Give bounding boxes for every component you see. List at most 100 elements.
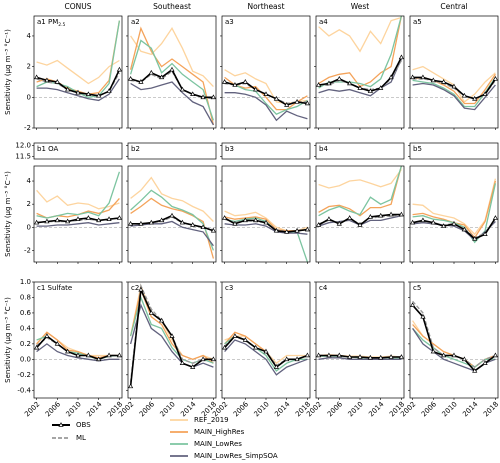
panel-frame <box>221 165 311 263</box>
series-line <box>224 92 308 122</box>
panel-lines <box>222 69 310 122</box>
panel-lines <box>34 20 122 102</box>
series-line <box>412 178 497 236</box>
obs-marker <box>222 215 228 220</box>
panel-label: a5 <box>413 18 422 26</box>
obs-marker <box>388 354 394 359</box>
series-line <box>318 58 402 97</box>
y-tick-label: 0 <box>27 93 31 101</box>
x-tick-label: 2002 <box>23 400 41 418</box>
obs-marker <box>316 222 322 227</box>
obs-marker <box>85 215 91 220</box>
obs-marker <box>159 317 165 323</box>
series-line <box>130 27 214 88</box>
obs-marker <box>253 86 259 92</box>
y-tick-label: 0.6 <box>20 309 32 317</box>
series-line <box>130 189 215 251</box>
obs-marker <box>410 219 416 225</box>
obs-marker <box>34 344 40 350</box>
obs-marker <box>472 235 478 241</box>
column-header: CONUS <box>64 2 91 11</box>
series-line <box>36 20 121 95</box>
panel-label: b3 <box>225 145 234 153</box>
column-header: Northeast <box>247 2 284 11</box>
obs-marker <box>347 354 353 359</box>
panel-lines <box>410 65 498 111</box>
obs-marker <box>482 360 488 365</box>
obs-marker <box>336 352 342 358</box>
series-line <box>130 81 214 126</box>
obs-marker <box>54 340 60 346</box>
x-tick-label: 2006 <box>232 400 251 419</box>
x-tick-label: 2010 <box>65 400 83 418</box>
obs-marker <box>190 222 196 227</box>
obs-marker <box>54 79 60 84</box>
obs-marker <box>128 220 134 226</box>
obs-marker <box>316 352 322 358</box>
x-tick-label: 2014 <box>461 400 480 419</box>
series-line <box>129 26 215 126</box>
obs-marker <box>441 79 447 84</box>
obs-marker <box>65 218 71 224</box>
series-line <box>36 171 121 219</box>
obs-marker <box>367 213 373 219</box>
series-line <box>412 327 496 368</box>
obs-marker <box>106 216 112 221</box>
x-tick-label: 2010 <box>253 400 271 418</box>
obs-marker <box>232 220 238 226</box>
x-tick-label: 2010 <box>159 400 177 418</box>
column-header: Southeast <box>153 2 191 11</box>
obs-marker <box>378 85 384 90</box>
panel-frame <box>33 281 123 399</box>
panel-label-sub: 2.5 <box>58 22 65 28</box>
panel-lines <box>222 210 310 262</box>
obs-marker <box>179 219 185 225</box>
y-axis-label: Sensitivity (μg m⁻³ °C⁻¹) <box>4 297 12 383</box>
legend-label: MAIN_LowRes_SimpSOA <box>194 452 278 460</box>
obs-marker <box>398 354 404 359</box>
obs-marker <box>44 333 50 338</box>
legend-label: REF_2019 <box>194 416 229 424</box>
panel-lines <box>128 283 216 389</box>
obs-marker <box>472 95 478 101</box>
obs-marker <box>430 77 436 83</box>
obs-marker <box>304 352 310 358</box>
obs-marker <box>294 356 300 362</box>
obs-marker <box>378 212 384 218</box>
obs-marker <box>336 75 342 81</box>
obs-marker <box>169 333 175 338</box>
panel-frame <box>221 15 311 129</box>
obs-marker <box>451 220 457 226</box>
obs-marker <box>284 102 290 107</box>
panel-label: b5 <box>413 145 422 153</box>
obs-marker <box>472 368 478 373</box>
x-tick-label: 2014 <box>367 400 386 419</box>
obs-marker <box>116 215 122 220</box>
obs-marker <box>210 356 216 362</box>
y-tick-label: -0.4 <box>17 386 31 394</box>
series-line <box>36 78 120 102</box>
obs-marker <box>326 80 332 86</box>
obs-marker <box>304 226 310 232</box>
obs-marker <box>357 85 363 90</box>
obs-marker <box>492 352 498 358</box>
obs-marker <box>367 354 373 360</box>
obs-marker <box>148 219 154 225</box>
panel-label: b4 <box>319 145 328 153</box>
y-tick-label: -0.2 <box>17 371 31 379</box>
obs-marker <box>378 354 384 360</box>
y-tick-label: 4 <box>27 32 32 40</box>
obs-marker <box>179 360 185 365</box>
obs-marker <box>420 217 426 223</box>
obs-marker <box>420 74 426 80</box>
series-line <box>129 295 214 364</box>
obs-marker <box>492 215 498 220</box>
series-line <box>412 77 496 108</box>
obs-marker <box>190 91 196 96</box>
y-tick-label: -2 <box>24 246 31 254</box>
obs-marker <box>138 220 144 226</box>
panel-label: b2 <box>131 145 140 153</box>
obs-marker <box>75 216 81 221</box>
panel-label: c3 <box>225 284 233 292</box>
obs-marker <box>159 74 165 80</box>
